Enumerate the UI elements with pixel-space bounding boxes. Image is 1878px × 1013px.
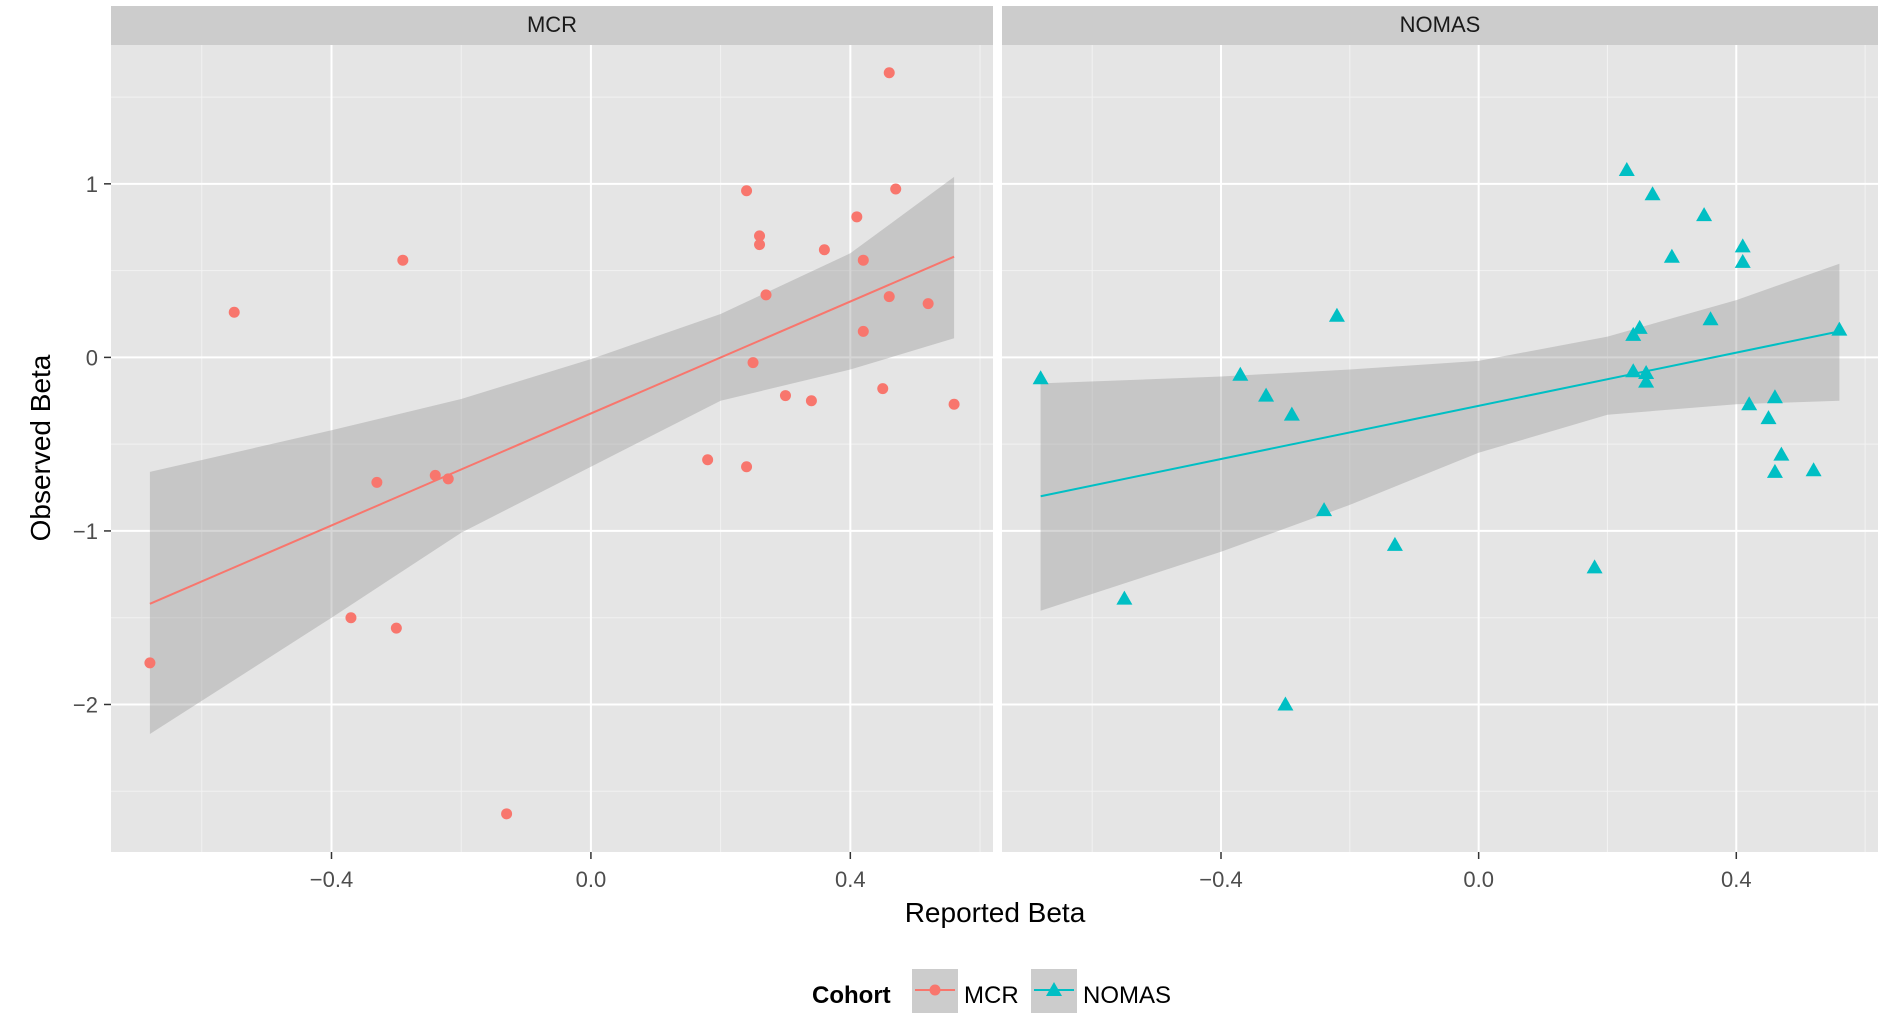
x-tick-label: 0.4: [835, 867, 866, 892]
data-point: [1586, 559, 1603, 574]
data-point: [1277, 696, 1294, 711]
data-point: [1766, 389, 1783, 404]
data-point: [1631, 319, 1648, 334]
facet-strip: [111, 6, 993, 45]
data-point: [1805, 462, 1822, 477]
data-point: [144, 657, 156, 669]
data-point: [390, 622, 402, 634]
data-point: [754, 239, 766, 251]
data-point: [397, 254, 409, 266]
confidence-band: [149, 176, 955, 734]
legend-title: Cohort: [812, 982, 891, 1009]
legend-keys: MCR NOMAS: [912, 969, 1171, 1013]
x-axis-title: Reported Beta: [905, 897, 1086, 928]
y-axis-title: Observed Beta: [25, 354, 56, 541]
data-point: [747, 357, 759, 369]
facet-strip-label: NOMAS: [1400, 12, 1481, 37]
legend: Cohort MCR NOMAS: [812, 969, 1171, 1013]
data-point: [948, 398, 960, 410]
data-point: [1283, 406, 1300, 421]
data-point: [818, 244, 830, 256]
data-point: [1734, 253, 1751, 268]
data-point: [1702, 311, 1719, 326]
y-tick-label: −2: [73, 692, 98, 717]
legend-key-symbol: [929, 984, 941, 996]
panel-nomas: NOMAS −0.4 0.0 0.4: [1002, 6, 1878, 892]
legend-key-symbol: [1046, 982, 1062, 996]
data-point: [857, 254, 869, 266]
data-point: [1696, 207, 1713, 222]
legend-label: NOMAS: [1083, 982, 1171, 1009]
legend-label: MCR: [964, 982, 1019, 1009]
data-point: [779, 390, 791, 402]
regression-line: [149, 255, 955, 605]
data-point: [1625, 363, 1642, 378]
data-point: [1638, 373, 1655, 388]
data-point: [883, 291, 895, 303]
data-point: [883, 67, 895, 79]
data-point: [805, 395, 817, 407]
data-point: [1328, 307, 1345, 322]
data-point: [1734, 238, 1751, 253]
regression-line: [1040, 330, 1840, 498]
data-point: [1831, 321, 1848, 336]
x-tick-label: −0.4: [310, 867, 353, 892]
panel-background: [1002, 45, 1878, 852]
data-point: [1618, 161, 1635, 176]
data-point: [429, 469, 441, 481]
panel-mcr: MCR −0.4 0.0 0.4 1 0 −1 −2: [73, 6, 993, 892]
x-tick-label: 0.0: [1463, 867, 1494, 892]
y-tick-label: 1: [86, 172, 98, 197]
data-point: [345, 612, 357, 624]
data-point: [1663, 248, 1680, 263]
data-point: [1741, 396, 1758, 411]
data-point: [877, 383, 889, 395]
data-point: [1032, 370, 1049, 385]
data-point: [890, 183, 902, 195]
x-tick-label: −0.4: [1199, 867, 1242, 892]
legend-item-nomas: NOMAS: [1031, 969, 1171, 1013]
y-tick-label: −1: [73, 519, 98, 544]
data-point: [1760, 410, 1777, 425]
x-tick-label: 0.0: [576, 867, 607, 892]
data-point: [760, 289, 772, 301]
facet-strip-label: MCR: [527, 12, 577, 37]
data-point: [228, 306, 240, 318]
facet-strip: [1002, 6, 1878, 45]
data-point: [442, 473, 454, 485]
data-point: [1644, 186, 1661, 201]
data-point: [922, 298, 934, 310]
x-tick-label: 0.4: [1721, 867, 1752, 892]
data-point: [702, 454, 714, 466]
data-point: [741, 461, 753, 473]
data-point: [754, 230, 766, 242]
data-point: [851, 211, 863, 223]
y-tick-label: 0: [86, 345, 98, 370]
panel-background: [111, 45, 993, 852]
data-point: [501, 808, 513, 820]
data-point: [1116, 590, 1133, 605]
data-point: [1766, 463, 1783, 478]
data-point: [1258, 387, 1275, 402]
panels-layer: MCR −0.4 0.0 0.4 1 0 −1 −2 NOMAS −0.4 0.0 0.4: [73, 6, 1878, 892]
confidence-band: [1040, 263, 1840, 611]
data-point: [1316, 502, 1333, 517]
data-point: [1773, 446, 1790, 461]
legend-item-mcr: MCR: [912, 969, 1019, 1013]
data-point: [857, 325, 869, 337]
data-point: [371, 476, 383, 488]
data-point: [741, 185, 753, 197]
data-point: [1232, 366, 1249, 381]
data-point: [1638, 365, 1655, 380]
data-point: [1386, 536, 1403, 551]
